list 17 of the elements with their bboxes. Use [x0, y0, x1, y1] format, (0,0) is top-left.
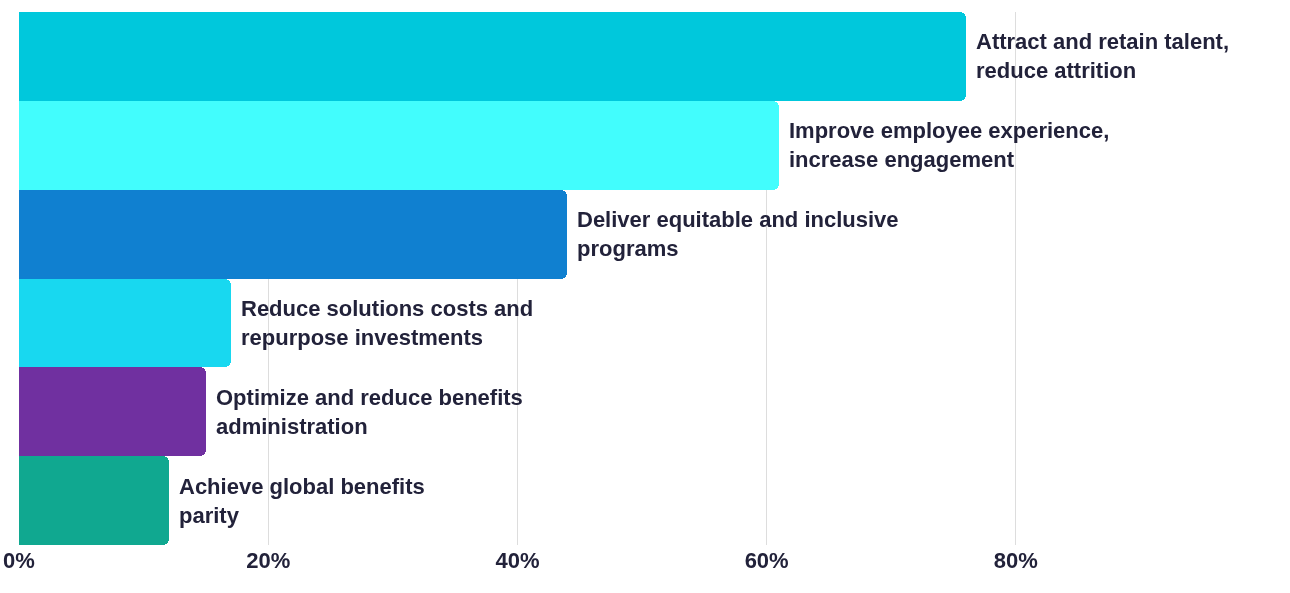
y-tick-label: Deliver equitable and inclusive programs [577, 207, 899, 261]
bar [19, 279, 231, 367]
bar [19, 12, 966, 101]
bar [19, 101, 779, 190]
y-tick-label: Attract and retain talent, reduce attrition [976, 29, 1230, 83]
bar [19, 456, 169, 545]
x-tick-label: 80% [993, 548, 1038, 573]
y-tick-label: Achieve global benefits parity [179, 474, 425, 528]
y-tick-label: Optimize and reduce benefits administration [216, 385, 523, 439]
y-tick-label: Improve employee experience, increase engagement [789, 118, 1110, 172]
x-tick-label: 60% [744, 548, 789, 573]
x-tick-label: 20% [246, 548, 291, 573]
x-tick-label: 0% [3, 548, 35, 573]
y-tick-label: Reduce solutions costs and repurpose investments [241, 296, 534, 350]
x-tick-label: 40% [495, 548, 540, 573]
bar [19, 190, 567, 279]
bar [19, 367, 206, 456]
